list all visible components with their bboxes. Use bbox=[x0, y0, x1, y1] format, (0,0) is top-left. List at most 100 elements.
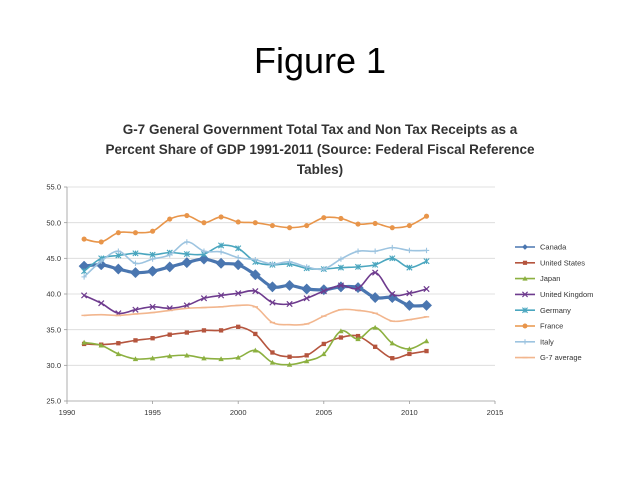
data-point-united-states bbox=[133, 338, 138, 343]
data-point-united-kingdom bbox=[269, 299, 276, 306]
series-line-united-states bbox=[83, 325, 428, 360]
legend-label-france: France bbox=[540, 322, 563, 331]
data-point-japan bbox=[252, 347, 259, 353]
data-point-united-states bbox=[253, 331, 258, 337]
legend-label-g-7-average: G-7 average bbox=[540, 353, 582, 362]
data-point-canada bbox=[403, 299, 415, 311]
legend-label-germany: Germany bbox=[540, 306, 571, 315]
data-point-japan bbox=[303, 358, 310, 364]
data-point-united-kingdom bbox=[354, 285, 362, 292]
legend-marker-france bbox=[522, 323, 528, 329]
data-point-japan bbox=[81, 339, 87, 345]
data-point-france bbox=[389, 225, 395, 231]
data-point-france bbox=[201, 220, 207, 226]
data-point-france bbox=[132, 230, 139, 236]
data-point-united-states bbox=[424, 348, 429, 354]
data-point-canada bbox=[232, 259, 244, 271]
data-point-japan bbox=[389, 340, 395, 346]
data-point-france bbox=[235, 219, 241, 225]
data-point-canada bbox=[301, 283, 313, 295]
x-tick-label: 2015 bbox=[487, 408, 504, 417]
y-tick-label: 25.0 bbox=[46, 397, 61, 406]
data-point-united-kingdom bbox=[132, 306, 139, 313]
data-point-united-states bbox=[390, 356, 395, 361]
y-tick-label: 30.0 bbox=[46, 361, 61, 370]
x-tick-label: 2005 bbox=[315, 408, 332, 417]
data-point-france bbox=[252, 220, 258, 226]
legend-item-germany: Germany bbox=[515, 306, 571, 315]
series-france bbox=[81, 212, 430, 245]
series-line-france bbox=[83, 214, 428, 243]
data-point-france bbox=[218, 214, 224, 220]
data-point-united-states bbox=[270, 350, 275, 355]
chart-title-line-1: G-7 General Government Total Tax and Non… bbox=[123, 122, 518, 137]
data-point-united-states bbox=[321, 341, 326, 347]
data-point-germany bbox=[235, 245, 242, 252]
data-point-united-kingdom bbox=[423, 285, 430, 293]
data-point-japan bbox=[235, 354, 241, 360]
data-point-italy bbox=[218, 249, 224, 255]
legend-marker-japan bbox=[522, 276, 528, 281]
data-point-italy bbox=[269, 261, 276, 267]
data-point-france bbox=[269, 222, 276, 229]
series-line-g-7-average bbox=[83, 304, 428, 326]
series-japan bbox=[81, 324, 430, 367]
legend: Canada United States Japan United Kingdom Ge… bbox=[515, 243, 593, 362]
x-tick-label: 2000 bbox=[230, 408, 247, 417]
data-point-japan bbox=[423, 338, 430, 344]
data-point-canada bbox=[420, 299, 433, 311]
chart-title-line-3: Tables) bbox=[297, 162, 343, 177]
data-point-italy bbox=[235, 254, 241, 261]
legend-marker-united-kingdom bbox=[521, 291, 529, 298]
data-point-japan bbox=[132, 356, 139, 362]
data-point-united-states bbox=[150, 336, 155, 341]
data-point-germany bbox=[183, 250, 190, 258]
data-point-canada bbox=[215, 257, 227, 269]
series-g-7-average bbox=[81, 304, 430, 326]
data-point-italy bbox=[303, 264, 310, 270]
data-point-united-states bbox=[218, 328, 224, 333]
data-point-france bbox=[286, 225, 293, 231]
data-point-france bbox=[304, 222, 310, 229]
x-tick-label: 1995 bbox=[144, 408, 161, 417]
legend-label-united-states: United States bbox=[540, 258, 585, 267]
legend-item-france: France bbox=[515, 322, 563, 331]
gridlines bbox=[67, 186, 495, 366]
legend-label-canada: Canada bbox=[540, 243, 567, 252]
data-point-italy bbox=[184, 239, 190, 245]
y-tick-label: 40.0 bbox=[46, 290, 61, 299]
data-point-france bbox=[115, 230, 121, 236]
legend-item-united-states: United States bbox=[515, 258, 585, 267]
series-italy bbox=[81, 239, 430, 280]
data-point-canada bbox=[249, 269, 261, 281]
data-point-germany bbox=[354, 263, 362, 270]
data-point-germany bbox=[389, 255, 396, 262]
legend-item-italy: Italy bbox=[515, 337, 554, 346]
data-point-france bbox=[184, 212, 190, 219]
data-point-united-states bbox=[407, 351, 412, 357]
data-point-italy bbox=[115, 248, 122, 254]
data-point-italy bbox=[132, 260, 139, 267]
data-point-canada bbox=[129, 267, 142, 279]
data-point-canada bbox=[112, 263, 124, 275]
data-point-japan bbox=[149, 355, 156, 361]
data-point-italy bbox=[406, 247, 413, 254]
data-point-japan bbox=[406, 346, 413, 352]
series-canada bbox=[78, 253, 433, 311]
data-point-france bbox=[150, 228, 156, 234]
data-point-japan bbox=[355, 336, 361, 342]
legend-label-italy: Italy bbox=[540, 337, 554, 346]
data-point-japan bbox=[167, 353, 173, 359]
data-point-united-kingdom bbox=[372, 269, 379, 276]
legend-item-canada: Canada bbox=[515, 243, 567, 252]
data-point-canada bbox=[164, 261, 176, 273]
data-point-united-states bbox=[167, 332, 172, 337]
data-point-japan bbox=[201, 355, 207, 361]
data-point-italy bbox=[355, 248, 361, 254]
data-point-japan bbox=[286, 361, 293, 367]
data-point-italy bbox=[338, 256, 344, 262]
data-point-france bbox=[372, 220, 378, 226]
y-tick-label: 35.0 bbox=[46, 325, 61, 334]
data-point-united-states bbox=[373, 344, 378, 349]
data-point-japan bbox=[115, 351, 122, 357]
